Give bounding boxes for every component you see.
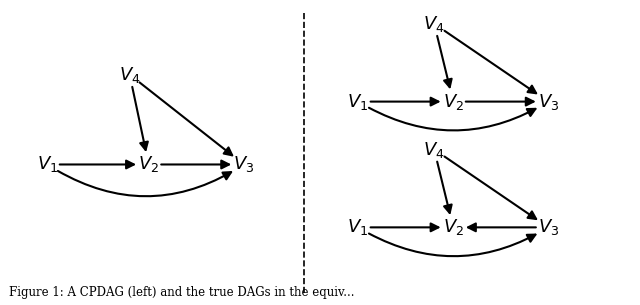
Text: Figure 1: A CPDAG (left) and the true DAGs in the equiv...: Figure 1: A CPDAG (left) and the true DA… <box>9 286 355 299</box>
Text: $V_4$: $V_4$ <box>119 65 140 85</box>
Text: $V_4$: $V_4$ <box>424 139 445 160</box>
Text: $V_1$: $V_1$ <box>36 154 58 174</box>
Text: $V_3$: $V_3$ <box>233 154 255 174</box>
Text: $V_2$: $V_2$ <box>138 154 159 174</box>
Text: $V_4$: $V_4$ <box>424 14 445 34</box>
Text: $V_2$: $V_2$ <box>443 217 464 237</box>
Text: $V_1$: $V_1$ <box>348 92 369 112</box>
Text: $V_2$: $V_2$ <box>443 92 464 112</box>
Text: $V_3$: $V_3$ <box>538 217 559 237</box>
Text: $V_3$: $V_3$ <box>538 92 559 112</box>
Text: $V_1$: $V_1$ <box>348 217 369 237</box>
